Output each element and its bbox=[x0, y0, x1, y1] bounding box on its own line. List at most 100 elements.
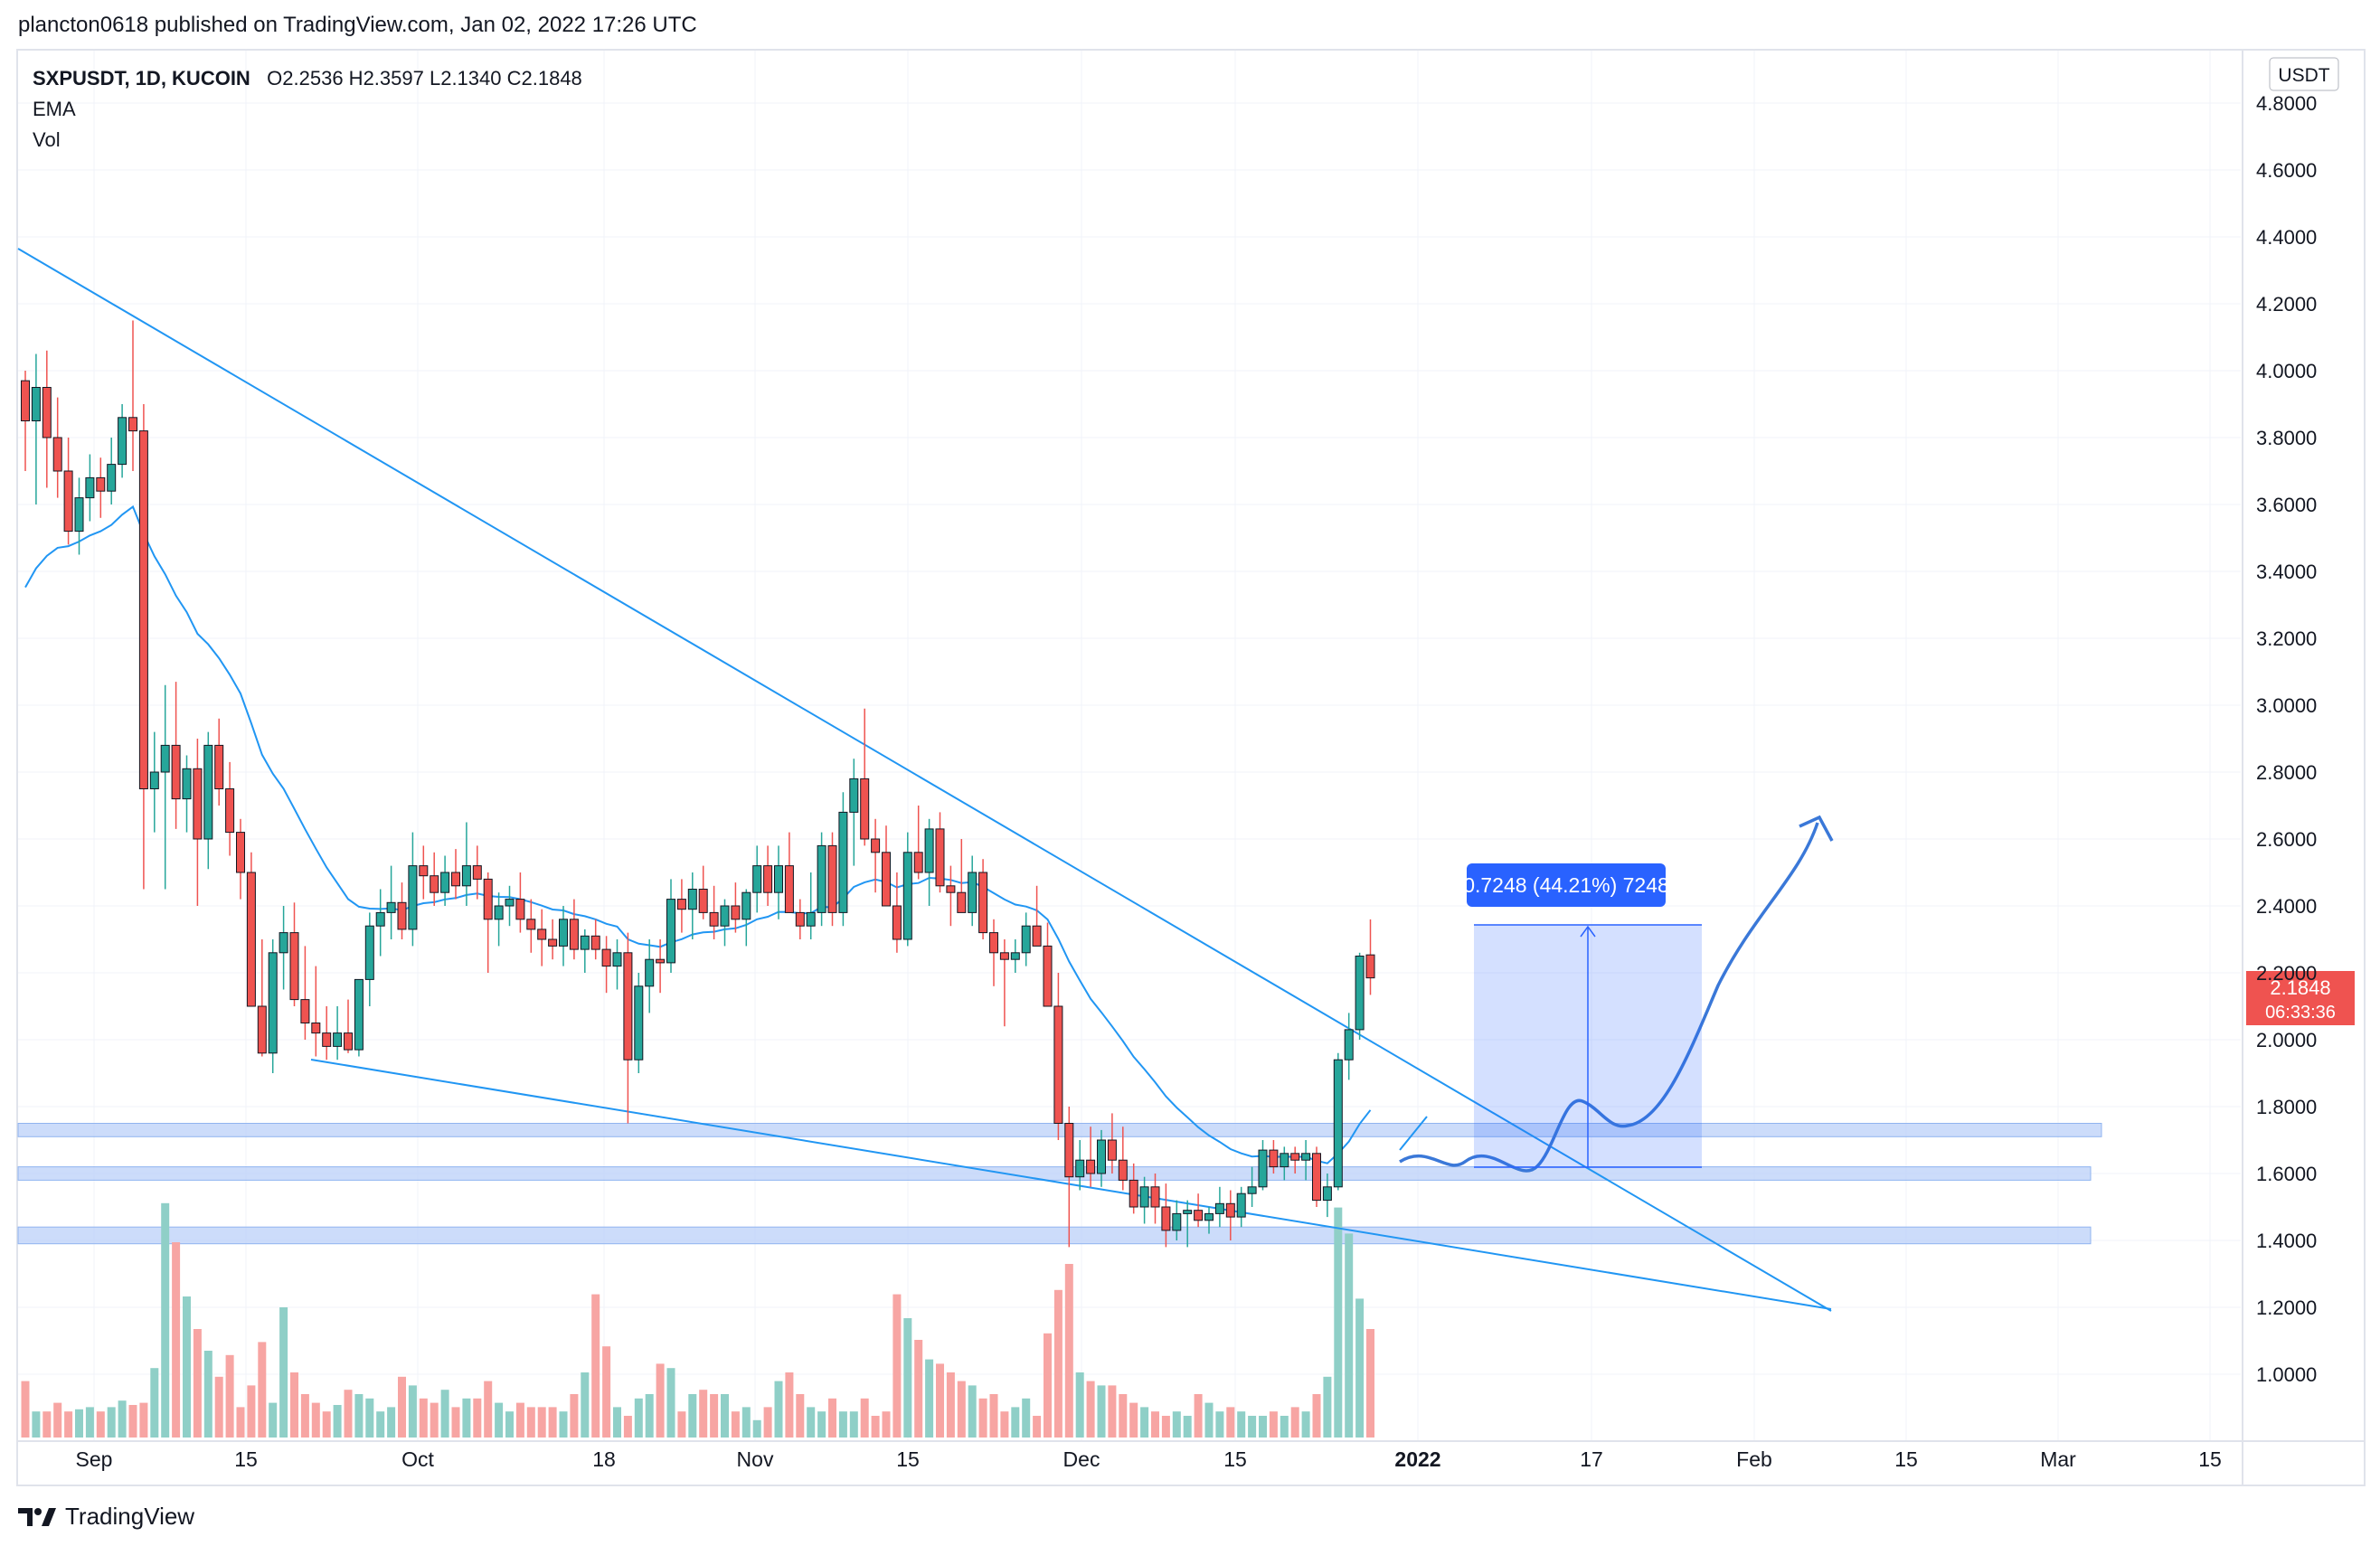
volume-bar bbox=[1053, 1289, 1062, 1438]
candle-body bbox=[1010, 952, 1020, 960]
y-tick-label: 4.6000 bbox=[2256, 159, 2317, 182]
chart-legend: SXPUSDT, 1D, KUCOIN O2.2536 H2.3597 L2.1… bbox=[33, 63, 582, 156]
volume-bar bbox=[172, 1242, 181, 1438]
candle-body bbox=[806, 911, 816, 927]
volume-bar bbox=[1140, 1407, 1149, 1438]
tradingview-logo-icon bbox=[18, 1507, 56, 1526]
y-tick-label: 1.0000 bbox=[2256, 1363, 2317, 1386]
y-tick-label: 2.6000 bbox=[2256, 828, 2317, 851]
volume-bar bbox=[968, 1385, 977, 1438]
volume-bar bbox=[849, 1411, 858, 1438]
x-ticks: Sep 15 Oct 18 Nov 15 Dec 15 2022 17 Feb 15 Mar 15 bbox=[76, 1447, 2222, 1471]
volume-bar bbox=[300, 1394, 309, 1438]
volume-bar bbox=[666, 1368, 675, 1438]
ema-line bbox=[24, 504, 1372, 1164]
candle-body bbox=[741, 891, 751, 920]
currency-badge[interactable] bbox=[2269, 57, 2339, 91]
volume-bar bbox=[1269, 1411, 1278, 1438]
x-tick-label: Nov bbox=[737, 1447, 774, 1471]
candle-body bbox=[138, 430, 148, 789]
volume-bar bbox=[1345, 1233, 1354, 1438]
candle-body bbox=[451, 872, 460, 887]
volume-bar bbox=[989, 1394, 998, 1438]
volume-bar bbox=[107, 1407, 116, 1438]
volume-bar bbox=[838, 1411, 847, 1438]
candle-body bbox=[225, 788, 235, 834]
publish-header: plancton0618 published on TradingView.co… bbox=[18, 13, 697, 37]
volume-bar bbox=[451, 1407, 460, 1438]
volume-bar bbox=[419, 1398, 428, 1438]
volume-bar bbox=[623, 1416, 632, 1438]
measure-tool: 0.7248 (44.21%) 7248 bbox=[1463, 863, 1702, 1168]
candle-body bbox=[494, 905, 504, 920]
candle-body bbox=[968, 872, 978, 913]
measure-label-box[interactable] bbox=[1467, 863, 1666, 907]
candle-body bbox=[483, 878, 493, 920]
legend-vol[interactable]: Vol bbox=[33, 128, 61, 151]
volume-bar bbox=[796, 1394, 805, 1438]
y-tick-label: 2.8000 bbox=[2256, 761, 2317, 784]
candle-body bbox=[774, 865, 783, 893]
currency-label: USDT bbox=[2278, 65, 2329, 86]
candle-body bbox=[623, 952, 633, 1061]
y-tick-label: 3.0000 bbox=[2256, 694, 2317, 717]
volume-bar bbox=[387, 1407, 396, 1438]
candle-body bbox=[902, 852, 912, 940]
candle-body bbox=[236, 832, 245, 873]
y-tick-label: 1.8000 bbox=[2256, 1096, 2317, 1118]
volume-bar bbox=[1000, 1411, 1009, 1438]
candle-body bbox=[537, 929, 547, 940]
volume-bar bbox=[721, 1394, 729, 1438]
candle-body bbox=[978, 872, 988, 934]
candle-body bbox=[149, 771, 159, 789]
volume-bar bbox=[882, 1411, 891, 1438]
volume-bar bbox=[763, 1407, 772, 1438]
measure-arrow-head bbox=[1580, 925, 1596, 938]
volume-bar bbox=[1312, 1394, 1321, 1438]
volume-bar bbox=[322, 1411, 331, 1438]
volume-bar bbox=[741, 1407, 751, 1438]
volume-bar bbox=[258, 1342, 267, 1438]
candle-body bbox=[827, 844, 837, 913]
volume-bar bbox=[581, 1372, 590, 1438]
volume-bar bbox=[1151, 1411, 1159, 1438]
volume-bar bbox=[752, 1419, 761, 1438]
y-tick-label: 2.4000 bbox=[2256, 895, 2317, 918]
volume-bar bbox=[236, 1407, 245, 1438]
volume-bar bbox=[1248, 1416, 1257, 1438]
volume-bar bbox=[591, 1294, 600, 1438]
candle-body bbox=[838, 811, 848, 913]
candle-body bbox=[63, 470, 73, 533]
y-tick-label: 2.2000 bbox=[2256, 962, 2317, 985]
legend-symbol[interactable]: SXPUSDT, 1D, KUCOIN bbox=[33, 67, 250, 90]
volume-bar bbox=[925, 1359, 934, 1438]
volume-bar bbox=[526, 1407, 535, 1438]
volume-bar bbox=[1290, 1407, 1299, 1438]
candle-body bbox=[526, 919, 536, 930]
volume-bar bbox=[53, 1402, 62, 1438]
volume-bar bbox=[860, 1398, 869, 1438]
x-tick-label: Oct bbox=[401, 1447, 434, 1471]
x-tick-label: 2022 bbox=[1394, 1447, 1440, 1471]
y-tick-label: 1.2000 bbox=[2256, 1296, 2317, 1319]
volume-bar bbox=[1086, 1381, 1095, 1438]
volume-bar bbox=[430, 1402, 439, 1438]
volume-bars bbox=[21, 1202, 1374, 1438]
volume-bar bbox=[903, 1318, 912, 1438]
candle-body bbox=[924, 828, 934, 873]
y-tick-label: 1.6000 bbox=[2256, 1163, 2317, 1185]
candle-body bbox=[42, 387, 52, 438]
candle-body bbox=[698, 889, 708, 913]
volume-bar bbox=[1215, 1411, 1224, 1438]
candle-body bbox=[752, 865, 762, 893]
volume-bar bbox=[269, 1402, 278, 1438]
volume-bar bbox=[817, 1411, 826, 1438]
candle-body bbox=[1183, 1210, 1193, 1214]
candle-body bbox=[430, 875, 439, 893]
candle-body bbox=[913, 852, 923, 873]
candle-body bbox=[375, 911, 385, 927]
legend-ema[interactable]: EMA bbox=[33, 98, 76, 120]
volume-bar bbox=[139, 1402, 148, 1438]
volume-bar bbox=[1172, 1411, 1181, 1438]
